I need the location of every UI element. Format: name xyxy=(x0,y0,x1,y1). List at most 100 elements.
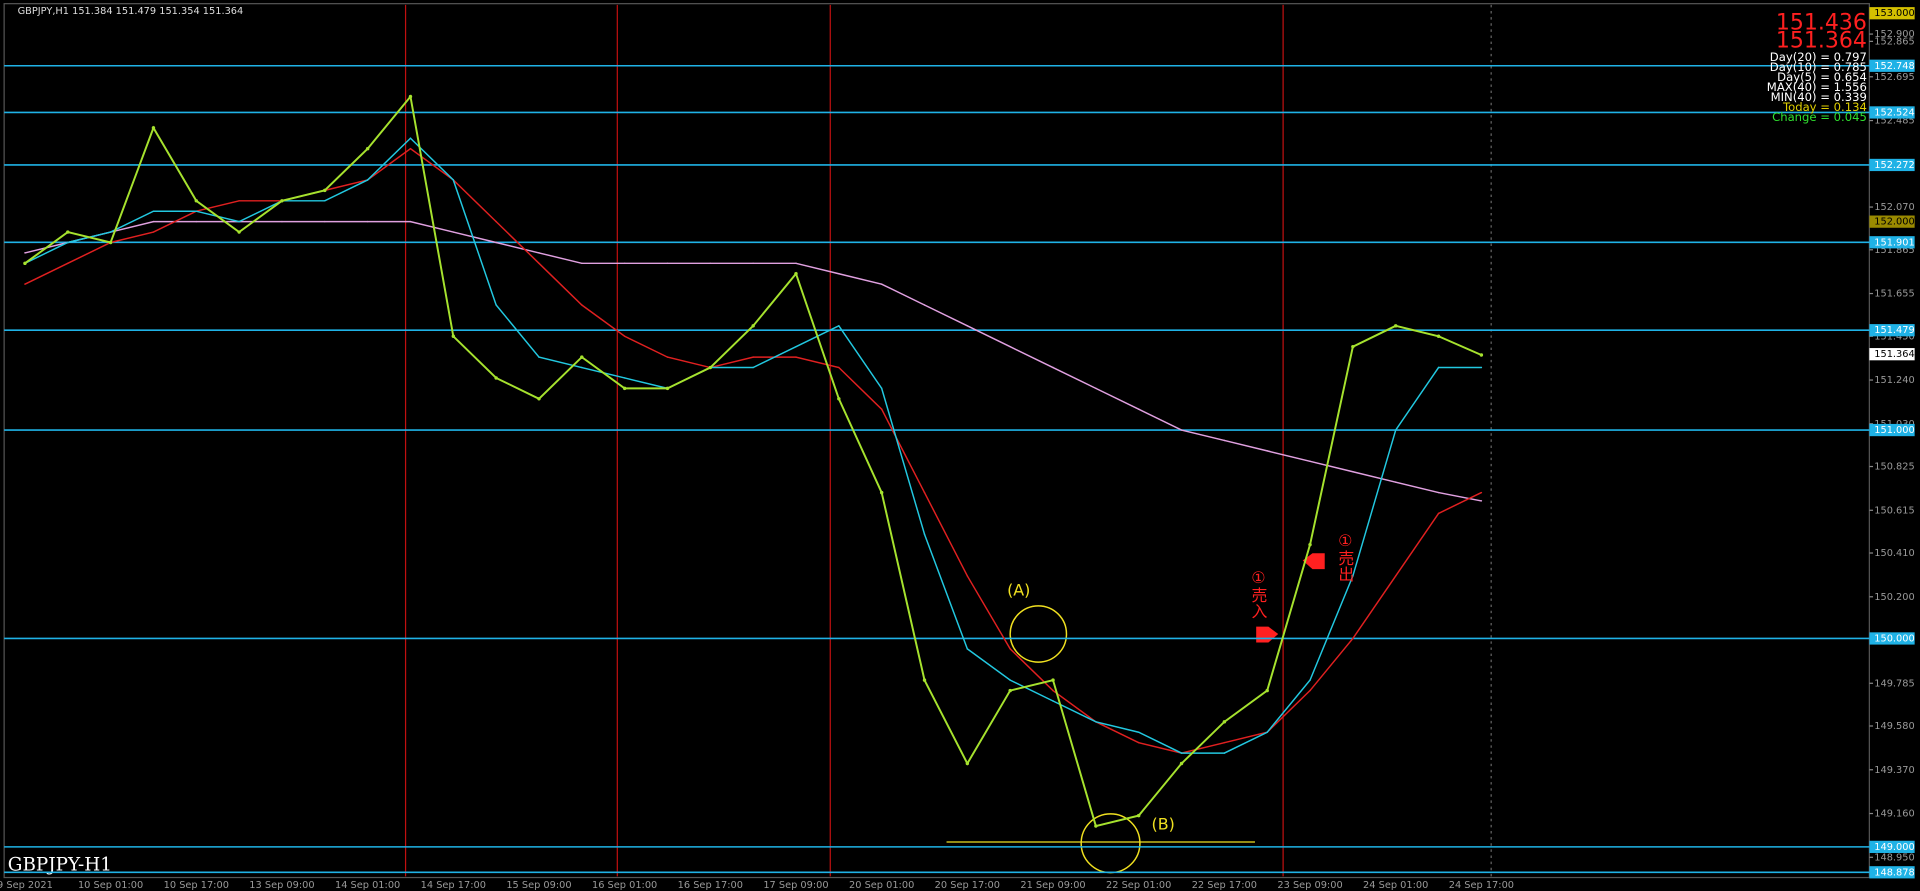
x-tick-label: 14 Sep 01:00 xyxy=(335,880,400,891)
series-point xyxy=(452,231,455,233)
series-point xyxy=(1436,334,1441,338)
circle-a xyxy=(1009,605,1068,663)
series-point xyxy=(751,324,755,328)
series-point xyxy=(281,220,283,223)
series-point xyxy=(152,231,155,233)
series-point xyxy=(366,179,369,181)
series-point xyxy=(408,94,413,99)
series-point xyxy=(23,261,27,266)
series-point xyxy=(1180,429,1183,431)
y-tick-label: 149.580 xyxy=(1874,721,1914,732)
series-point xyxy=(666,262,669,265)
stat: MAX(40) = 1.556 xyxy=(1767,80,1867,94)
series-point xyxy=(1052,700,1054,702)
y-tick-label: 150.615 xyxy=(1874,505,1914,516)
price-tag-label: 151.364 xyxy=(1874,349,1914,360)
series-point xyxy=(1394,429,1397,431)
series-point xyxy=(581,304,583,306)
level-tag xyxy=(1869,866,1915,879)
level-tag xyxy=(1869,324,1915,337)
symbol-line: GBPJPY,H1 151.384 151.479 151.354 151.36… xyxy=(18,6,244,17)
series-point xyxy=(666,356,669,358)
series-point xyxy=(109,231,112,233)
y-tick-label: 149.370 xyxy=(1874,765,1914,776)
y-tick-label: 150.200 xyxy=(1874,592,1914,603)
price-tag xyxy=(1869,348,1915,361)
quote: 151.436 xyxy=(1776,10,1867,35)
series-point xyxy=(1352,575,1354,577)
series-point xyxy=(1480,366,1483,369)
level-label: 150.000 xyxy=(1874,633,1914,644)
x-tick-label: 13 Sep 09:00 xyxy=(249,880,314,891)
y-tick-label: 149.160 xyxy=(1874,809,1914,820)
stat: Today = 0.134 xyxy=(1782,100,1867,114)
quote: 151.364 xyxy=(1776,29,1867,54)
series-point xyxy=(538,262,540,265)
series-point xyxy=(1352,470,1354,473)
y-tick-label: 152.865 xyxy=(1874,36,1914,47)
series-point xyxy=(1480,500,1483,502)
series-point xyxy=(1008,688,1012,693)
level-tag xyxy=(1869,840,1915,853)
x-tick-label: 15 Sep 09:00 xyxy=(506,880,571,891)
series-point xyxy=(538,356,540,358)
level-tag xyxy=(1869,59,1915,72)
y-tick-label: 151.655 xyxy=(1874,289,1914,300)
series-point xyxy=(837,397,841,401)
series-point xyxy=(1352,637,1354,640)
series-point xyxy=(752,366,754,369)
series-point xyxy=(451,334,456,338)
series-point xyxy=(1137,731,1140,733)
series-point xyxy=(323,188,327,193)
x-tick-label: 14 Sep 17:00 xyxy=(421,880,486,891)
series-point xyxy=(879,490,884,495)
price-tag-label: 152.000 xyxy=(1874,217,1914,228)
series-point xyxy=(1222,720,1227,724)
series-point xyxy=(838,366,840,369)
plot-frame xyxy=(3,3,1870,879)
series-point xyxy=(67,262,69,265)
series-point xyxy=(537,397,541,401)
series-point xyxy=(880,387,883,390)
series-point xyxy=(966,325,969,327)
series-point xyxy=(1266,731,1268,733)
series-point xyxy=(324,220,326,223)
series-point xyxy=(409,147,412,150)
y-tick-label: 151.240 xyxy=(1874,375,1914,386)
level-label: 151.479 xyxy=(1874,325,1914,336)
series-point xyxy=(494,376,498,380)
series-point xyxy=(1308,542,1312,547)
series-point xyxy=(1223,741,1226,744)
series-point xyxy=(1223,439,1226,442)
series-point xyxy=(1009,679,1011,681)
series-point xyxy=(495,304,497,306)
series-point xyxy=(1266,450,1268,452)
annotation: (B) xyxy=(1152,814,1175,833)
series-point xyxy=(1309,679,1311,681)
x-tick-label: 20 Sep 17:00 xyxy=(935,880,1000,891)
level-label: 149.000 xyxy=(1874,842,1914,853)
series-point xyxy=(1052,689,1054,692)
series-point xyxy=(452,179,455,181)
series-point xyxy=(538,252,540,254)
series-point xyxy=(409,137,412,140)
level-label: 152.748 xyxy=(1874,61,1914,72)
series-point xyxy=(923,533,926,535)
level-tag xyxy=(1869,423,1915,437)
level-tag xyxy=(1869,158,1915,172)
series-point xyxy=(1480,491,1483,494)
x-tick-label: 24 Sep 17:00 xyxy=(1449,880,1514,891)
series-point xyxy=(966,575,969,577)
series-point xyxy=(24,283,26,285)
series-point xyxy=(151,126,156,130)
stat: MIN(40) = 0.339 xyxy=(1771,90,1867,104)
annotation: ①売入 xyxy=(1249,568,1268,619)
y-tick-label: 150.410 xyxy=(1874,548,1914,559)
exit-arrow xyxy=(1302,553,1325,570)
symbol-label: GBPJPY-H1 xyxy=(8,854,112,875)
series-point xyxy=(1309,460,1311,463)
series-point xyxy=(1437,491,1440,494)
series-point xyxy=(838,273,840,275)
